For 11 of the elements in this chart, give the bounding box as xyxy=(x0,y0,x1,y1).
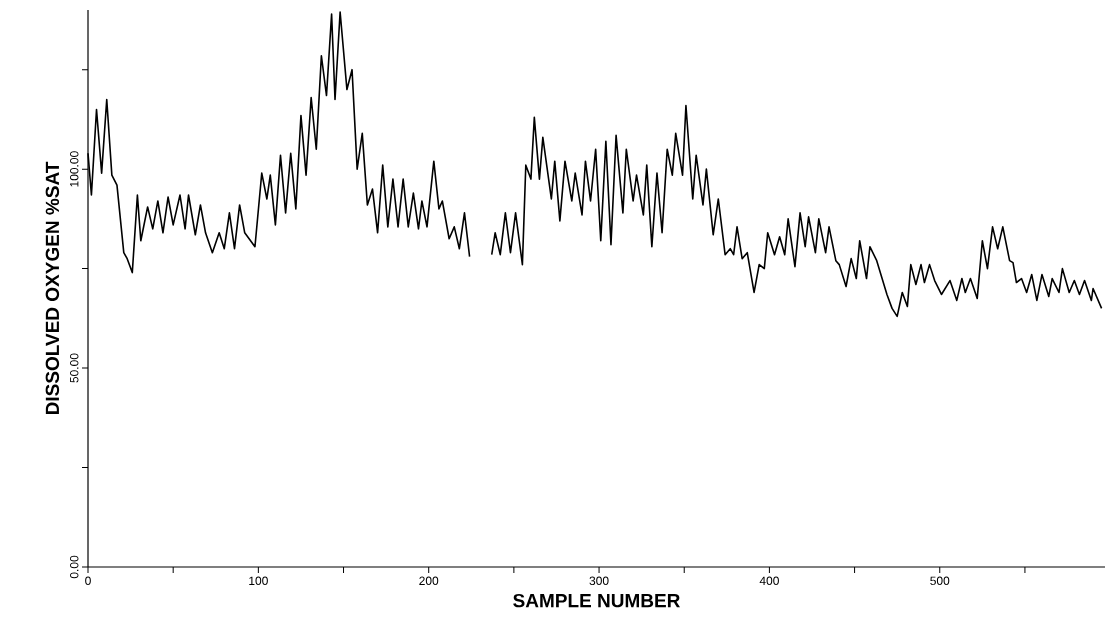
x-tick-label: 100 xyxy=(249,576,268,586)
y-tick-label: 0.00 xyxy=(69,555,79,579)
x-axis-title: SAMPLE NUMBER xyxy=(513,593,680,608)
x-tick-label: 400 xyxy=(759,576,779,586)
x-tick-label: 300 xyxy=(589,576,609,586)
x-tick-label: 200 xyxy=(419,576,439,586)
y-axis-title: DISSOLVED OXYGEN %SAT xyxy=(45,161,60,415)
y-tick-label: 50.00 xyxy=(69,353,79,383)
x-tick-label: 500 xyxy=(930,576,950,586)
x-tick-label: 0 xyxy=(85,576,91,586)
y-tick-label: 100.00 xyxy=(69,151,79,187)
